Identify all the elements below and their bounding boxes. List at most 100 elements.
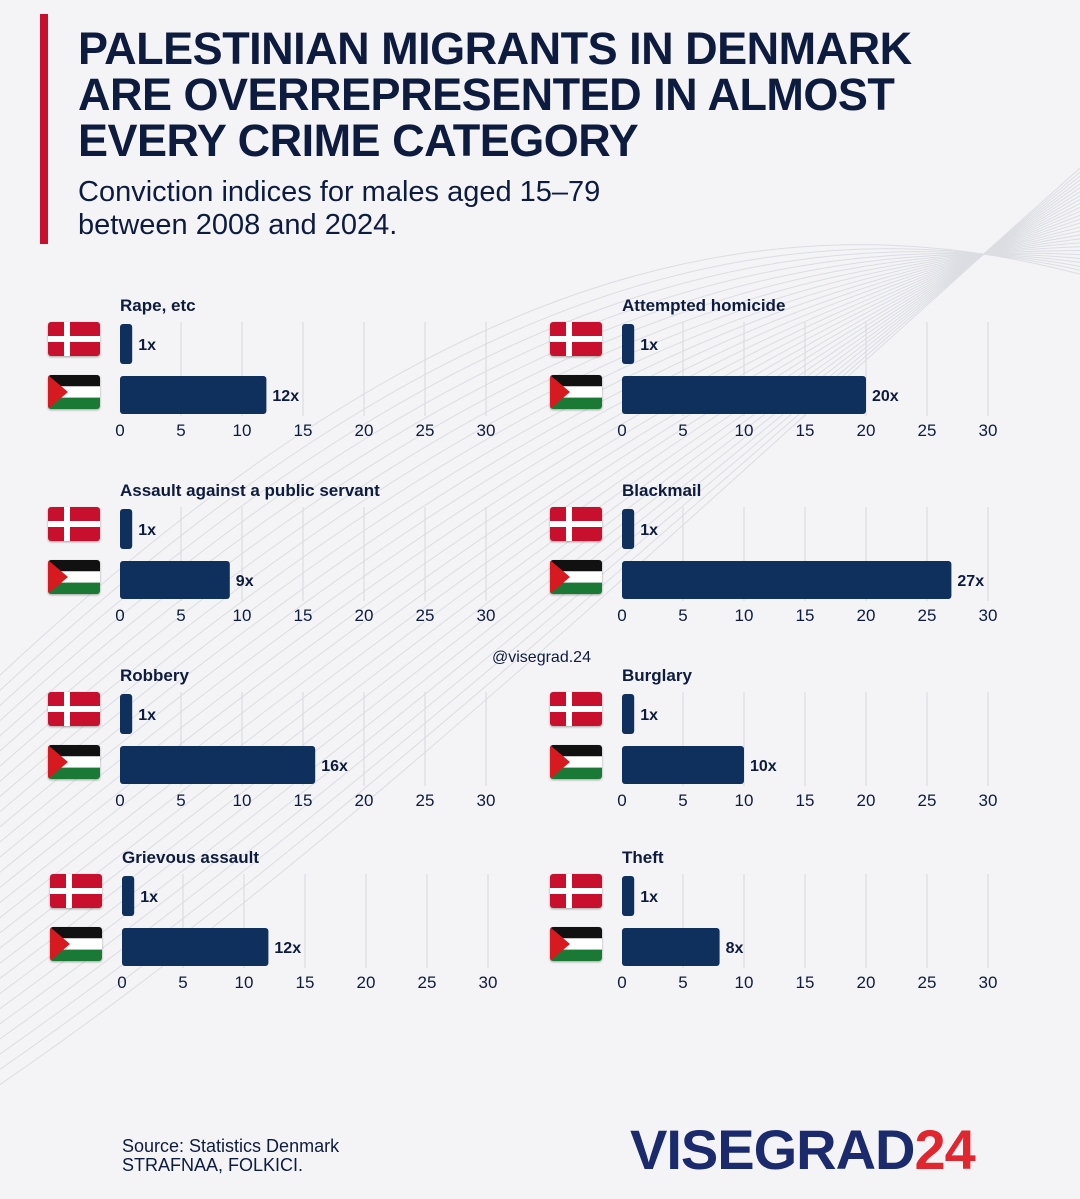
data-label: 8x bbox=[726, 940, 744, 957]
page-title: PALESTINIAN MIGRANTS IN DENMARK ARE OVER… bbox=[78, 26, 1038, 164]
bar-denmark bbox=[622, 324, 635, 364]
bar-chart: 0 5 10 15 20 25 30 1x 20x bbox=[617, 322, 998, 440]
bar-chart: 0 5 10 15 20 25 30 1x 27x bbox=[617, 507, 998, 625]
bar-denmark bbox=[120, 324, 133, 364]
tick-label: 10 bbox=[233, 791, 252, 810]
tick-label: 0 bbox=[117, 973, 126, 992]
tick-label: 25 bbox=[918, 606, 937, 625]
denmark-flag-icon bbox=[550, 322, 602, 356]
palestine-flag-icon bbox=[48, 375, 100, 409]
tick-label: 25 bbox=[416, 791, 435, 810]
palestine-flag-icon bbox=[550, 375, 602, 409]
tick-label: 15 bbox=[796, 791, 815, 810]
tick-label: 20 bbox=[355, 606, 374, 625]
tick-label: 20 bbox=[355, 421, 374, 440]
bar-denmark bbox=[622, 509, 635, 549]
data-label: 12x bbox=[274, 940, 301, 957]
bar-denmark bbox=[622, 694, 635, 734]
data-label: 16x bbox=[321, 758, 348, 775]
palestine-flag-icon bbox=[550, 745, 602, 779]
subtitle-line: Conviction indices for males aged 15–79 bbox=[78, 176, 601, 208]
background-line bbox=[0, 251, 1080, 707]
background-line bbox=[0, 244, 1080, 676]
data-label: 12x bbox=[272, 388, 299, 405]
tick-label: 30 bbox=[979, 606, 998, 625]
chart-panel: Theft 0 5 10 15 20 25 30 1x 8x bbox=[550, 848, 1010, 1008]
tick-label: 20 bbox=[857, 973, 876, 992]
bar-chart: 0 5 10 15 20 25 30 1x 12x bbox=[115, 322, 496, 440]
background-line bbox=[0, 252, 1080, 752]
data-label: 1x bbox=[640, 522, 658, 539]
chart-title: Rape, etc bbox=[120, 296, 196, 315]
source-note: Source: Statistics Denmark STRAFNAA, FOL… bbox=[122, 1137, 339, 1175]
tick-label: 25 bbox=[418, 973, 437, 992]
chart-title: Robbery bbox=[120, 666, 189, 685]
background-line bbox=[0, 238, 1080, 813]
visegrad-logo: VISEGRAD24 bbox=[630, 1117, 976, 1182]
palestine-flag-icon bbox=[48, 560, 100, 594]
logo-text: VISEGRAD bbox=[630, 1118, 915, 1181]
tick-label: 10 bbox=[735, 421, 754, 440]
data-label: 1x bbox=[140, 889, 158, 906]
data-label: 20x bbox=[872, 388, 899, 405]
tick-label: 0 bbox=[115, 421, 124, 440]
tick-label: 5 bbox=[678, 606, 687, 625]
data-label: 1x bbox=[640, 337, 658, 354]
tick-label: 30 bbox=[979, 421, 998, 440]
tick-label: 15 bbox=[294, 791, 313, 810]
tick-label: 5 bbox=[678, 791, 687, 810]
page-subtitle: Conviction indices for males aged 15–79 … bbox=[78, 176, 778, 242]
tick-label: 0 bbox=[617, 791, 626, 810]
tick-label: 15 bbox=[294, 421, 313, 440]
tick-label: 0 bbox=[617, 421, 626, 440]
watermark: @visegrad.24 bbox=[492, 649, 591, 666]
bar-palestine bbox=[120, 561, 230, 599]
palestine-flag-icon bbox=[50, 927, 102, 961]
denmark-flag-icon bbox=[48, 692, 100, 726]
tick-label: 30 bbox=[979, 973, 998, 992]
denmark-flag-icon bbox=[550, 507, 602, 541]
chart-panel: Blackmail 0 5 10 15 20 25 30 1x 27x bbox=[550, 481, 1010, 641]
tick-label: 5 bbox=[678, 421, 687, 440]
chart-title: Blackmail bbox=[622, 481, 702, 500]
bar-palestine bbox=[120, 746, 316, 784]
chart-title: Burglary bbox=[622, 666, 692, 685]
chart-panel: Assault against a public servant 0 5 10 15 20… bbox=[48, 481, 508, 641]
tick-label: 5 bbox=[176, 606, 185, 625]
bar-palestine bbox=[622, 376, 866, 414]
palestine-flag-icon bbox=[550, 560, 602, 594]
bar-chart: 0 5 10 15 20 25 30 1x 16x bbox=[115, 692, 496, 810]
tick-label: 25 bbox=[918, 791, 937, 810]
tick-label: 25 bbox=[918, 973, 937, 992]
bar-denmark bbox=[120, 694, 133, 734]
tick-label: 5 bbox=[176, 421, 185, 440]
denmark-flag-icon bbox=[48, 322, 100, 356]
tick-label: 0 bbox=[115, 606, 124, 625]
tick-label: 30 bbox=[479, 973, 498, 992]
chart-title: Assault against a public servant bbox=[120, 481, 380, 500]
bar-palestine bbox=[622, 928, 720, 966]
denmark-flag-icon bbox=[50, 874, 102, 908]
data-label: 1x bbox=[138, 707, 156, 724]
tick-label: 0 bbox=[617, 606, 626, 625]
background-line bbox=[0, 214, 1080, 904]
tick-label: 30 bbox=[477, 606, 496, 625]
denmark-flag-icon bbox=[48, 507, 100, 541]
tick-label: 10 bbox=[235, 973, 254, 992]
subtitle-line: between 2008 and 2024. bbox=[78, 209, 398, 241]
tick-label: 25 bbox=[416, 606, 435, 625]
background-line bbox=[0, 218, 1080, 889]
tick-label: 15 bbox=[294, 606, 313, 625]
tick-label: 30 bbox=[477, 421, 496, 440]
tick-label: 30 bbox=[477, 791, 496, 810]
data-label: 1x bbox=[640, 707, 658, 724]
tick-label: 5 bbox=[178, 973, 187, 992]
tick-label: 15 bbox=[796, 421, 815, 440]
bar-palestine bbox=[122, 928, 269, 966]
tick-label: 20 bbox=[357, 973, 376, 992]
logo-number: 24 bbox=[914, 1118, 976, 1181]
chart-panel: Robbery 0 5 10 15 20 25 30 1x 16x bbox=[48, 666, 508, 826]
tick-label: 10 bbox=[233, 606, 252, 625]
background-line bbox=[0, 253, 1080, 722]
tick-label: 10 bbox=[735, 973, 754, 992]
